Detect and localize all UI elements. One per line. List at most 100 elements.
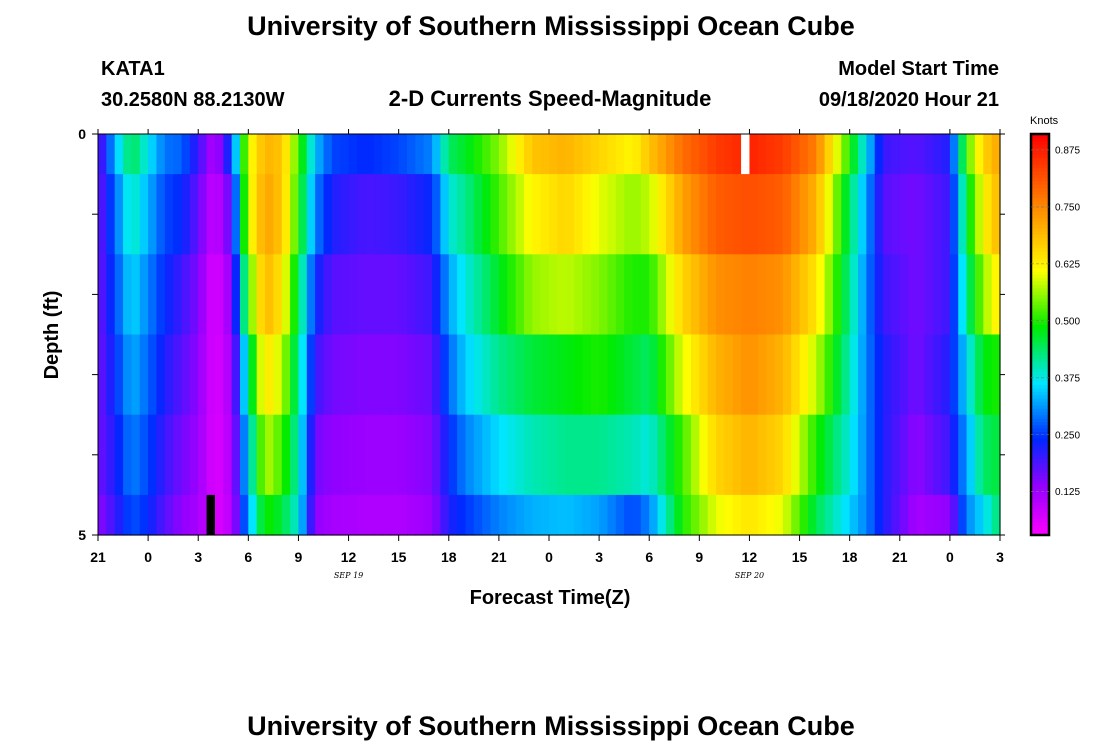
heatmap-cell [908, 414, 918, 496]
colorbar-segment [1031, 518, 1049, 523]
x-tick-label: 6 [645, 549, 653, 565]
heatmap-cell [482, 414, 492, 496]
heatmap-cell [214, 174, 224, 255]
heatmap-cell [640, 494, 650, 536]
heatmap-cell [774, 494, 784, 536]
heatmap-cell [899, 494, 909, 536]
heatmap-cell [381, 134, 391, 175]
heatmap-cell [315, 334, 325, 416]
heatmap-cell [991, 414, 1001, 496]
heatmap-cell [239, 334, 249, 416]
heatmap-cell [290, 414, 300, 496]
heatmap-cell [173, 334, 183, 416]
heatmap-cell [532, 174, 542, 255]
heatmap-cell [832, 334, 842, 416]
colorbar-segment [1031, 484, 1049, 489]
heatmap-cell [924, 494, 934, 536]
heatmap-cell [490, 494, 500, 536]
heatmap-cell [791, 414, 801, 496]
heatmap-cell [340, 254, 350, 336]
heatmap-cell [607, 254, 617, 336]
colorbar-segment [1031, 314, 1049, 319]
heatmap-cell [457, 494, 467, 536]
colorbar-segment [1031, 224, 1049, 229]
heatmap-cell [832, 494, 842, 536]
heatmap-cell [799, 414, 809, 496]
heatmap-cell [807, 254, 817, 336]
heatmap-cell [799, 334, 809, 416]
heatmap-cell [749, 494, 759, 536]
heatmap-cell [139, 494, 149, 536]
heatmap-cell [440, 334, 450, 416]
heatmap-cell [665, 174, 675, 255]
heatmap-cell [156, 134, 166, 175]
heatmap-cell [657, 254, 667, 336]
heatmap-cell [290, 334, 300, 416]
heatmap-cell [189, 254, 199, 336]
y-tick-label: 5 [78, 527, 86, 543]
heatmap-cell [248, 174, 258, 255]
heatmap-cell [106, 254, 116, 336]
heatmap-cell [440, 494, 450, 536]
heatmap-cell [816, 414, 826, 496]
heatmap-cell [949, 254, 959, 336]
heatmap-cell [523, 174, 533, 255]
heatmap-cell [716, 174, 725, 255]
heatmap-cell [665, 494, 675, 536]
heatmap-cell [156, 414, 166, 496]
heatmap-cell [490, 334, 500, 416]
heatmap-cell [933, 134, 943, 175]
heatmap-cell [323, 254, 333, 336]
x-tick-label: 21 [892, 549, 908, 565]
heatmap-cell [532, 334, 542, 416]
heatmap-cell [983, 414, 993, 496]
colorbar-segment [1031, 381, 1049, 386]
heatmap-cell [507, 134, 517, 175]
heatmap-cell [248, 414, 258, 496]
heatmap-cell [189, 134, 199, 175]
colorbar-segment [1031, 344, 1049, 349]
heatmap-cell [173, 254, 183, 336]
colorbar-tick-label: 0.625 [1055, 259, 1080, 270]
heatmap-cell [398, 414, 408, 496]
heatmap-cell [749, 414, 759, 496]
heatmap-cell [214, 414, 224, 496]
heatmap-cell [540, 334, 550, 416]
heatmap-cell [457, 254, 467, 336]
heatmap-cell [632, 134, 642, 175]
heatmap-cell [866, 494, 876, 536]
heatmap-cell [966, 254, 976, 336]
heatmap-cell [674, 254, 684, 336]
heatmap-cell [432, 414, 442, 496]
heatmap-cell [373, 254, 383, 336]
heatmap-cell [690, 494, 700, 536]
heatmap-cell [849, 254, 859, 336]
heatmap-cell [732, 494, 742, 536]
heatmap-cell [699, 254, 709, 336]
heatmap-cell [164, 254, 174, 336]
heatmap-cell [515, 494, 525, 536]
colorbar-segment [1031, 494, 1049, 499]
heatmap-cell [590, 414, 600, 496]
heatmap-cell [632, 254, 642, 336]
heatmap-cell [131, 254, 141, 336]
colorbar-segment [1031, 147, 1049, 152]
heatmap-cell [365, 334, 375, 416]
heatmap-cell [298, 134, 308, 175]
heatmap-cell [265, 334, 274, 416]
heatmap-cell [690, 254, 700, 336]
colorbar-segment [1031, 214, 1049, 219]
heatmap-cell [331, 494, 341, 536]
heatmap-cell [841, 134, 851, 175]
heatmap-cell [290, 254, 300, 336]
heatmap-cell [507, 254, 517, 336]
heatmap-cell [498, 334, 508, 416]
heatmap-cell [265, 414, 274, 496]
heatmap-cell [164, 414, 174, 496]
heatmap-cell [557, 414, 567, 496]
x-tick-label: 0 [144, 549, 152, 565]
heatmap-cell [824, 414, 834, 496]
colorbar-segment [1031, 200, 1049, 205]
heatmap-cell [306, 134, 316, 175]
heatmap-cell [933, 254, 943, 336]
